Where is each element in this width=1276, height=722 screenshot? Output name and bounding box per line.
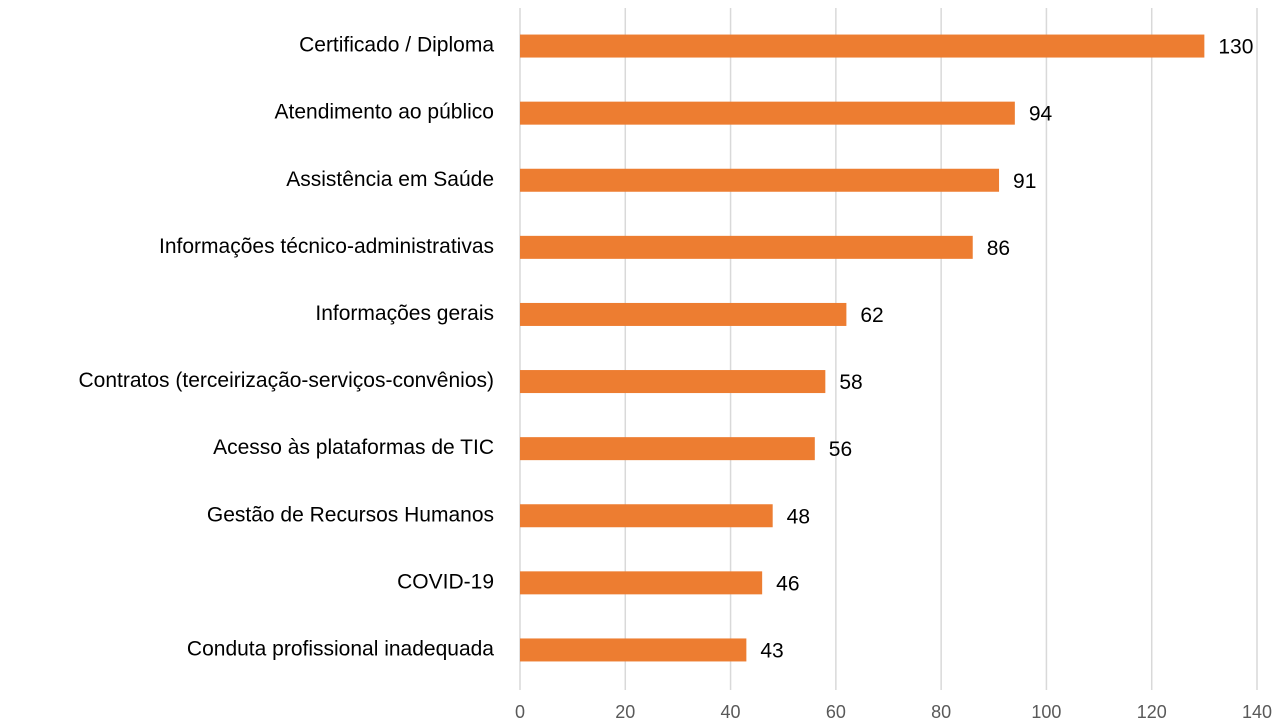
y-tick-label: Atendimento ao público: [275, 101, 495, 124]
bar: [520, 638, 747, 662]
y-tick-label: Certificado / Diploma: [299, 34, 494, 57]
x-tick-label: 100: [1031, 702, 1061, 722]
y-tick-label: Contratos (terceirização-serviços-convên…: [79, 369, 494, 392]
x-tick-label: 60: [826, 702, 846, 722]
bar: [520, 235, 973, 259]
y-tick-label: Informações técnico-administrativas: [159, 235, 494, 258]
bar: [520, 168, 1000, 192]
data-label: 46: [776, 572, 799, 595]
y-tick-label: COVID-19: [397, 570, 494, 593]
bar: [520, 571, 763, 595]
bar: [520, 504, 773, 528]
x-tick-label: 140: [1242, 702, 1272, 722]
y-tick-label: Assistência em Saúde: [286, 168, 494, 191]
x-tick-label: 40: [721, 702, 741, 722]
bar: [520, 437, 815, 461]
x-tick-label: 80: [931, 702, 951, 722]
x-tick-label: 120: [1137, 702, 1167, 722]
data-label: 48: [787, 505, 810, 528]
data-label: 58: [839, 371, 862, 394]
data-label: 62: [860, 304, 883, 327]
y-tick-label: Gestão de Recursos Humanos: [207, 503, 494, 526]
data-label: 91: [1013, 170, 1036, 193]
bar: [520, 34, 1205, 58]
data-label: 86: [987, 237, 1010, 260]
data-label: 94: [1029, 103, 1053, 126]
data-label: 130: [1218, 36, 1253, 59]
y-tick-label: Informações gerais: [315, 302, 494, 325]
data-label: 56: [829, 438, 852, 461]
x-tick-label: 0: [515, 702, 525, 722]
x-tick-label: 20: [615, 702, 635, 722]
bar: [520, 101, 1015, 125]
data-label: 43: [760, 639, 783, 662]
bar: [520, 370, 826, 394]
y-tick-label: Conduta profissional inadequada: [187, 637, 494, 660]
y-tick-label: Acesso às plataformas de TIC: [213, 436, 494, 459]
bar: [520, 302, 847, 326]
